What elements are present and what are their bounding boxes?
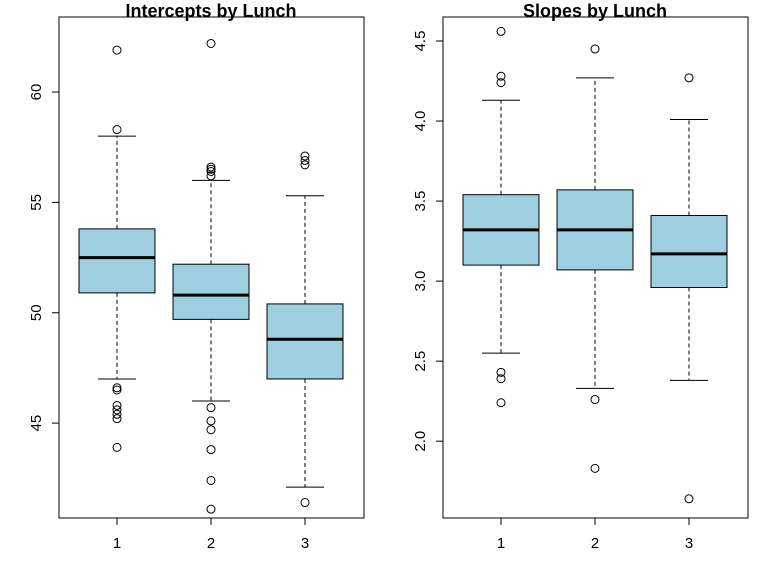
outlier-point <box>112 405 122 415</box>
box-group <box>78 38 344 514</box>
outlier-point <box>206 475 216 485</box>
y-tick-label: 4.0 <box>412 111 429 132</box>
outlier-point <box>112 45 122 55</box>
outlier-point <box>112 125 122 135</box>
y-tick-label: 3.0 <box>412 271 429 292</box>
outlier-point <box>206 425 216 435</box>
outlier-point <box>206 166 216 176</box>
outlier-point <box>206 164 216 174</box>
x-tick-label: 2 <box>591 535 599 552</box>
x-tick-label: 1 <box>497 535 505 552</box>
y-tick-label: 50 <box>28 304 45 321</box>
outlier-point <box>112 400 122 410</box>
y-axis: 45 50 55 60 <box>28 84 59 432</box>
box-2 <box>172 38 250 514</box>
slopes-panel: Slopes by Lunch 2.0 2.5 3.0 3.5 4.0 4.5 1 2 3 <box>412 1 749 552</box>
y-tick-label: 45 <box>28 415 45 432</box>
outlier-point <box>112 385 122 395</box>
outlier-point <box>112 383 122 393</box>
outlier-point <box>300 151 310 161</box>
outlier-point <box>300 498 310 508</box>
box-group <box>462 26 728 504</box>
x-tick-label: 3 <box>685 535 693 552</box>
iqr-box <box>266 303 344 380</box>
box-3 <box>650 73 728 504</box>
iqr-box <box>172 263 250 320</box>
outlier-point <box>684 73 694 83</box>
outlier-point <box>496 367 506 377</box>
y-tick-label: 3.5 <box>412 191 429 212</box>
box-1 <box>462 26 540 408</box>
x-axis: 1 2 3 <box>497 518 693 552</box>
x-tick-label: 2 <box>207 535 215 552</box>
intercepts-panel: Intercepts by Lunch 45 50 55 60 1 2 3 <box>28 1 365 552</box>
outlier-point <box>206 38 216 48</box>
y-axis: 2.0 2.5 3.0 3.5 4.0 4.5 <box>412 31 443 452</box>
outlier-point <box>496 374 506 384</box>
y-tick-label: 2.5 <box>412 351 429 372</box>
y-tick-label: 4.5 <box>412 31 429 52</box>
outlier-point <box>112 442 122 452</box>
outlier-point <box>590 44 600 54</box>
outlier-point <box>590 395 600 405</box>
y-tick-label: 60 <box>28 84 45 101</box>
box-1 <box>78 45 156 452</box>
x-tick-label: 1 <box>113 535 121 552</box>
iqr-box <box>78 228 156 294</box>
box-3 <box>266 151 344 508</box>
box-2 <box>556 44 634 473</box>
outlier-point <box>496 71 506 81</box>
outlier-point <box>206 445 216 455</box>
outlier-point <box>590 463 600 473</box>
outlier-point <box>300 155 310 165</box>
x-tick-label: 3 <box>301 535 309 552</box>
outlier-point <box>206 171 216 181</box>
outlier-point <box>496 26 506 36</box>
y-tick-label: 2.0 <box>412 431 429 452</box>
outlier-point <box>206 162 216 172</box>
outlier-point <box>112 414 122 424</box>
outlier-point <box>206 403 216 413</box>
outlier-point <box>496 398 506 408</box>
outlier-point <box>112 409 122 419</box>
outlier-point <box>300 160 310 170</box>
iqr-box <box>650 214 728 289</box>
outlier-point <box>684 494 694 504</box>
chart-title: Slopes by Lunch <box>523 1 667 21</box>
x-axis: 1 2 3 <box>113 518 309 552</box>
chart-title: Intercepts by Lunch <box>125 1 296 21</box>
outlier-point <box>206 504 216 514</box>
y-tick-label: 55 <box>28 194 45 211</box>
outlier-point <box>496 78 506 88</box>
outlier-point <box>206 416 216 426</box>
